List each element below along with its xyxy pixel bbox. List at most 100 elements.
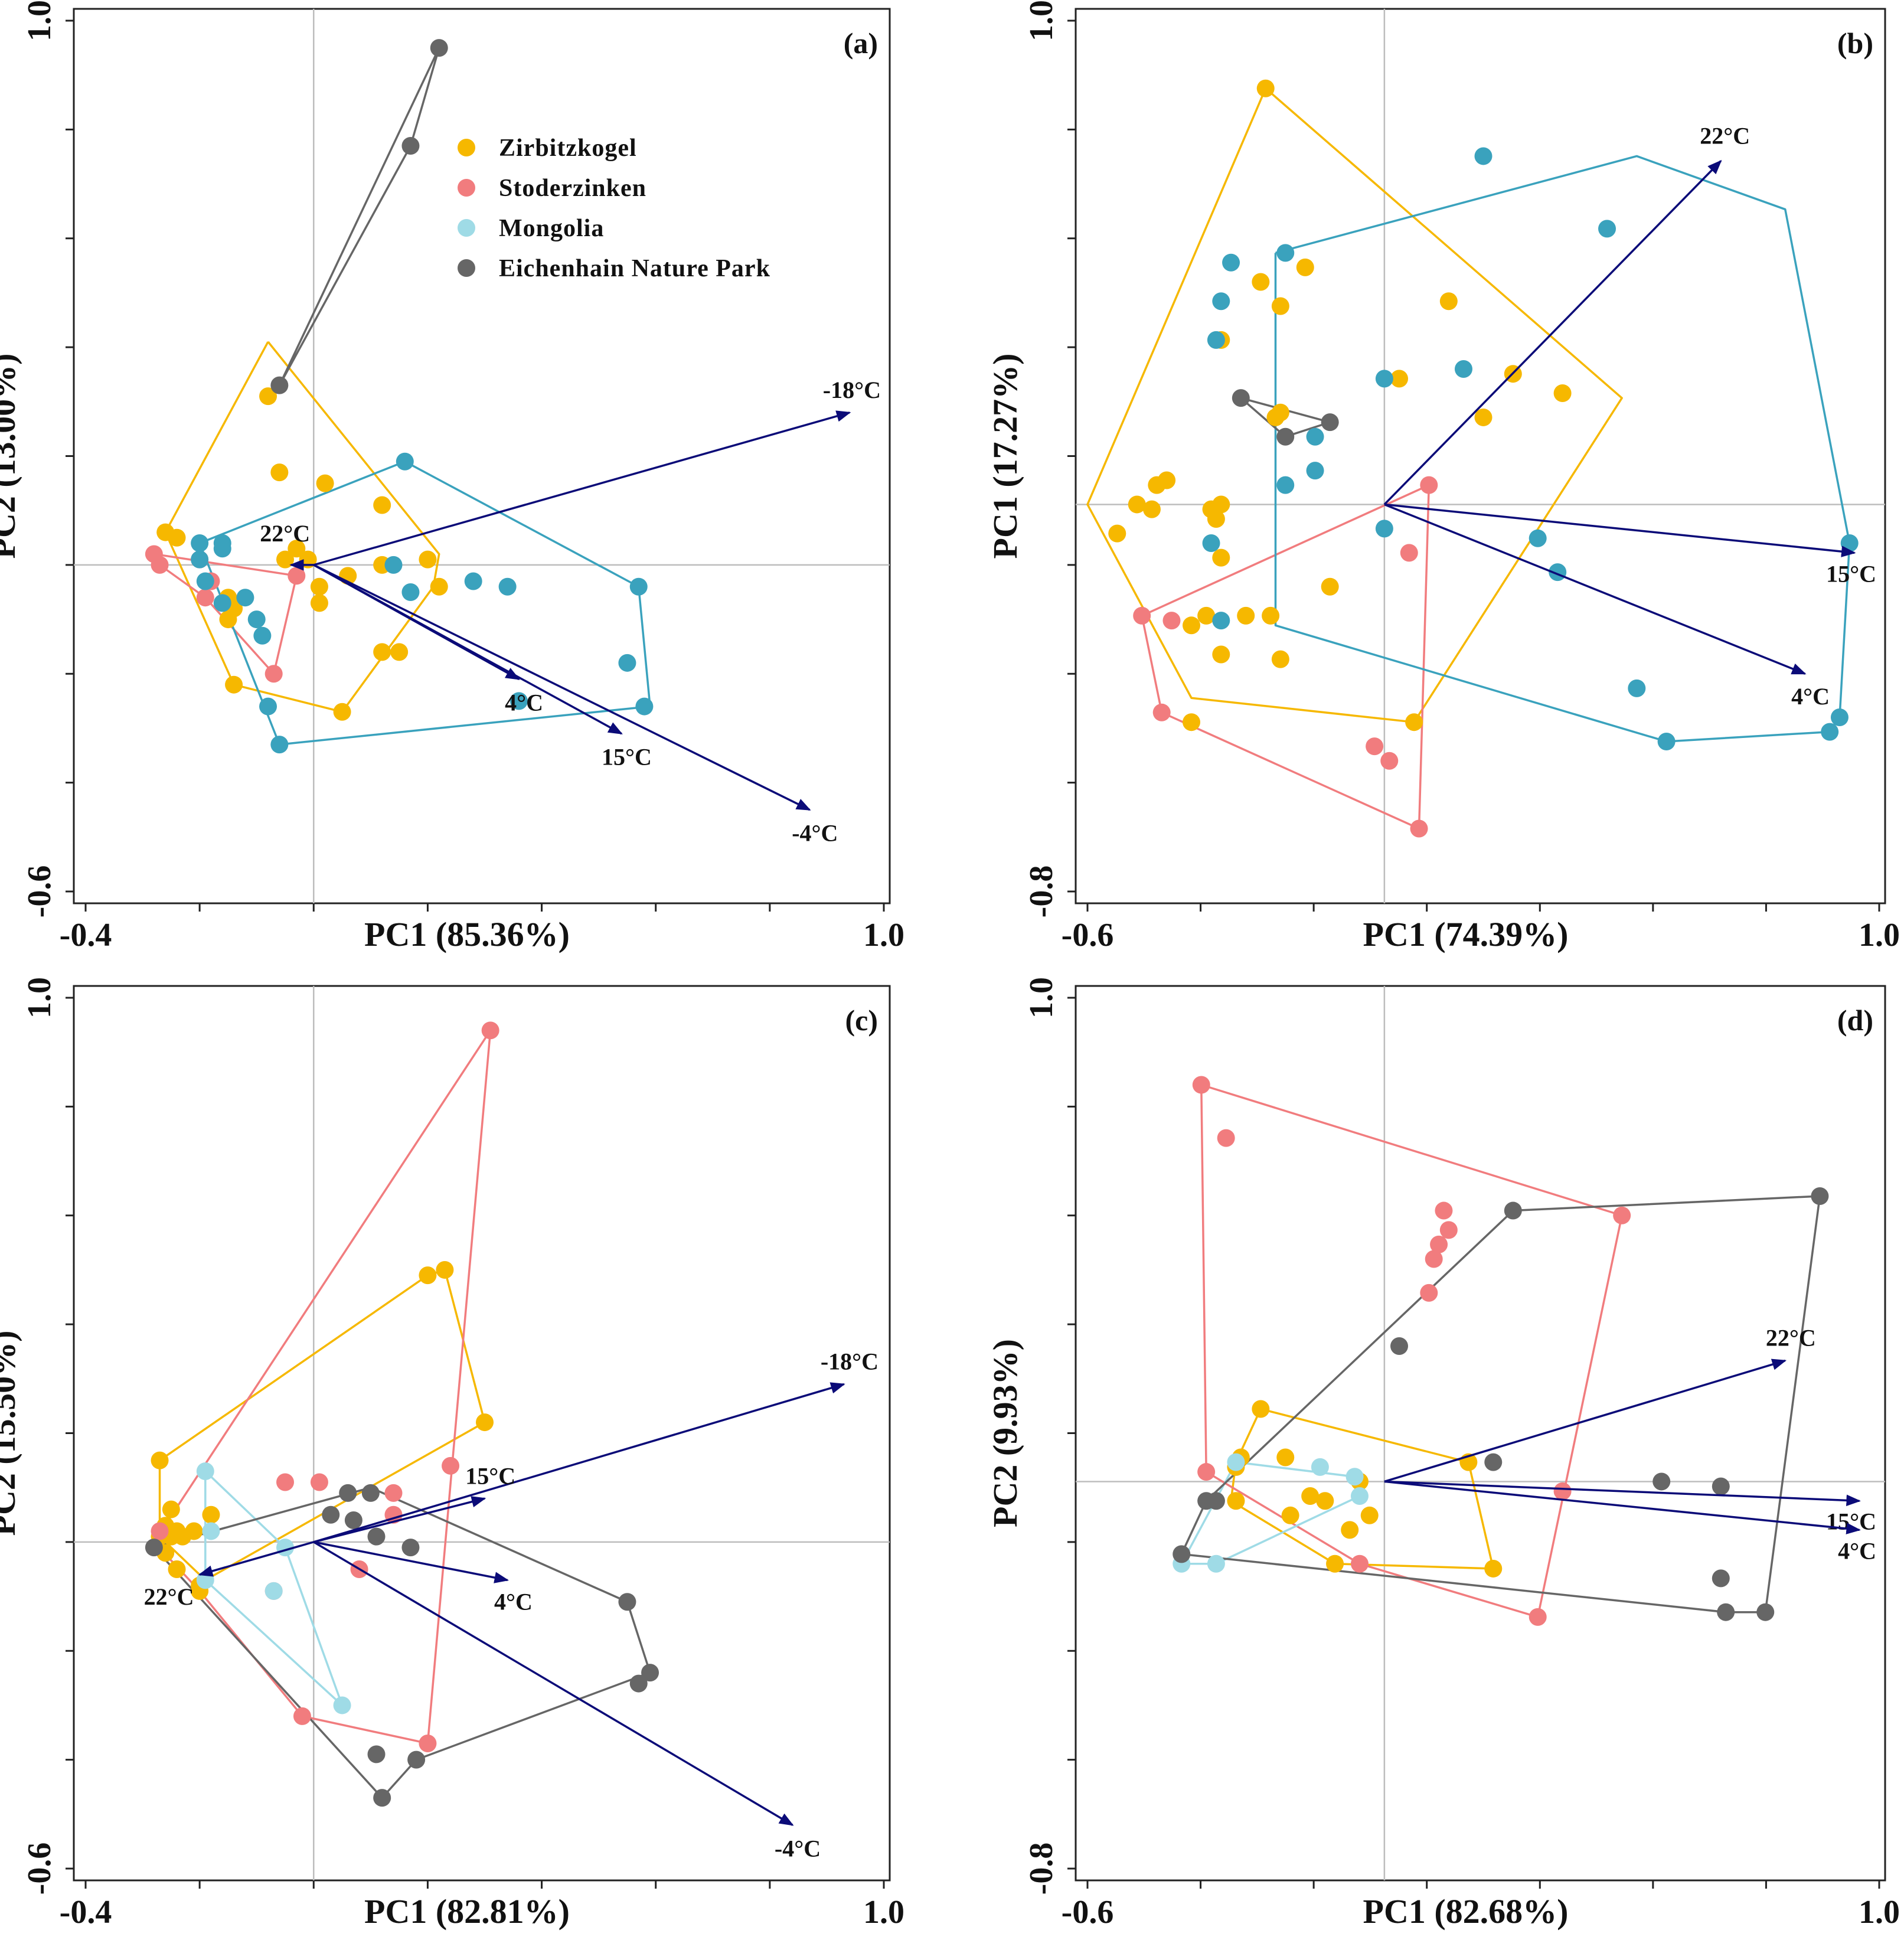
vector-arrow <box>313 564 623 735</box>
point-eichenhain-nature-park <box>1276 427 1295 446</box>
vector-arrow <box>1383 159 1722 505</box>
point-zirbitzkogel <box>1281 1506 1299 1524</box>
point-stoderzinken <box>1217 1129 1235 1147</box>
y-axis-title: PC2 (13.00%) <box>0 354 22 559</box>
point-eichenhain-nature-park <box>367 1745 386 1763</box>
vector-label: 22°C <box>260 520 310 547</box>
point-zirbitzkogel <box>1237 606 1255 625</box>
point-eichenhain-nature-park <box>1652 1472 1671 1491</box>
point-zirbitzkogel <box>373 643 391 661</box>
point-zirbitzkogel <box>1296 258 1314 276</box>
point-zirbitzkogel <box>333 703 351 721</box>
vector-arrow <box>313 1541 510 1583</box>
panel-label: (d) <box>1837 1004 1873 1037</box>
hull-zirbitzkogel <box>1086 87 1623 723</box>
point-teal <box>510 692 528 710</box>
point-zirbitzkogel <box>1484 1559 1503 1578</box>
point-zirbitzkogel <box>225 675 243 694</box>
legend-label-mongolia: Mongolia <box>499 215 604 242</box>
x-tick-label: 1.0 <box>1859 917 1900 953</box>
point-teal <box>635 697 654 716</box>
x-axis-title: PC1 (82.68%) <box>1363 1892 1569 1931</box>
point-teal <box>247 610 266 629</box>
legend-label-eichenhain-nature-park: Eichenhain Nature Park <box>499 255 770 282</box>
point-stoderzinken <box>442 1456 460 1475</box>
vector-arrow <box>1384 1358 1787 1483</box>
vector-label: 15°C <box>1826 560 1876 587</box>
point-eichenhain-nature-park <box>641 1664 659 1682</box>
legend-marker-zirbitzkogel <box>458 139 475 156</box>
point-zirbitzkogel <box>373 496 391 514</box>
point-stoderzinken <box>1435 1201 1453 1220</box>
point-eichenhain-nature-park <box>270 376 289 394</box>
point-stoderzinken <box>310 1473 328 1491</box>
point-stoderzinken <box>1380 752 1399 770</box>
legend-label-zirbitzkogel: Zirbitzkogel <box>499 135 637 162</box>
y-tick-label: -0.6 <box>21 1843 58 1895</box>
point-teal <box>253 626 272 645</box>
point-stoderzinken <box>1529 1608 1547 1626</box>
point-mongolia <box>1207 1554 1225 1573</box>
x-tick-label: -0.6 <box>1062 1894 1114 1931</box>
point-zirbitzkogel <box>1183 713 1201 731</box>
point-teal <box>1657 732 1676 750</box>
legend-label-stoderzinken: Stoderzinken <box>499 175 646 202</box>
y-axis-title: PC2 (9.93%) <box>986 1339 1024 1527</box>
point-zirbitzkogel <box>1553 384 1572 402</box>
point-zirbitzkogel <box>310 594 328 612</box>
vector-label: -4°C <box>792 819 838 846</box>
point-zirbitzkogel <box>288 540 306 558</box>
hull-stoderzinken <box>1200 1083 1623 1618</box>
panel-a: -0.4 1.0 -0.6 1.0 PC1 (85.36%) PC2 (13.00%) (a… <box>0 0 904 953</box>
point-zirbitzkogel <box>151 1451 169 1469</box>
point-zirbitzkogel <box>419 1266 437 1285</box>
x-axis-title: PC1 (85.36%) <box>364 915 570 953</box>
point-zirbitzkogel <box>1197 606 1216 625</box>
point-stoderzinken <box>276 1473 294 1491</box>
point-teal <box>1306 427 1324 446</box>
x-axis-title: PC1 (74.39%) <box>1363 915 1569 953</box>
point-eichenhain-nature-park <box>407 1750 426 1769</box>
vector-arrow <box>1384 1480 1861 1507</box>
panel-c: -0.4 1.0 -0.6 1.0 PC1 (82.81%) PC2 (15.50%) (c… <box>0 977 904 1931</box>
point-zirbitzkogel <box>1256 79 1275 97</box>
point-teal <box>396 452 414 471</box>
x-tick-label: 1.0 <box>863 1894 904 1931</box>
vector-arrow <box>313 1496 486 1543</box>
y-tick-label: 1.0 <box>21 0 58 41</box>
point-zirbitzkogel <box>1271 650 1289 668</box>
point-zirbitzkogel <box>1439 292 1458 311</box>
point-zirbitzkogel <box>1271 403 1289 422</box>
point-zirbitzkogel <box>316 474 334 492</box>
point-mongolia <box>1227 1453 1245 1471</box>
point-eichenhain-nature-park <box>1173 1545 1191 1563</box>
point-teal <box>498 577 517 596</box>
point-teal <box>464 572 482 590</box>
point-teal <box>401 583 420 601</box>
point-eichenhain-nature-park <box>401 1539 420 1557</box>
y-tick-label: -0.8 <box>1023 1843 1060 1895</box>
point-eichenhain-nature-park <box>1484 1453 1503 1471</box>
point-eichenhain-nature-park <box>1207 1492 1225 1510</box>
point-eichenhain-nature-park <box>1390 1337 1409 1355</box>
point-zirbitzkogel <box>1321 577 1339 596</box>
point-mongolia <box>1311 1458 1329 1476</box>
vector-arrow <box>313 1541 794 1826</box>
point-eichenhain-nature-park <box>145 1539 163 1557</box>
point-eichenhain-nature-park <box>361 1484 380 1502</box>
point-zirbitzkogel <box>202 1505 220 1524</box>
point-stoderzinken <box>384 1484 403 1502</box>
point-teal <box>1202 534 1220 552</box>
point-teal <box>191 534 209 552</box>
vector-label: -18°C <box>823 377 881 403</box>
x-tick-label: -0.4 <box>60 1894 112 1931</box>
point-eichenhain-nature-park <box>430 39 448 57</box>
point-eichenhain-nature-park <box>1712 1477 1730 1495</box>
vector-label: 4°C <box>1838 1537 1876 1564</box>
vector-label: 4°C <box>1791 683 1830 710</box>
hull-mongolia <box>1180 1461 1361 1565</box>
point-zirbitzkogel <box>1227 1492 1245 1510</box>
y-tick-label: 1.0 <box>1023 0 1060 41</box>
point-teal <box>1375 370 1393 388</box>
point-zirbitzkogel <box>1142 500 1161 518</box>
